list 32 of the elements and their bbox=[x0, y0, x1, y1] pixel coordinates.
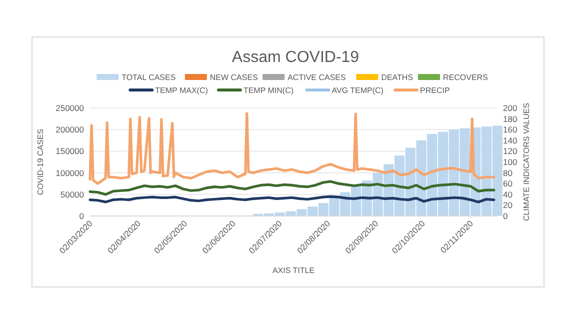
line-series bbox=[88, 180, 496, 196]
y2-tick-label: 60 bbox=[503, 178, 513, 189]
legend-label: PRECIP bbox=[420, 86, 450, 95]
y-tick-label: 100000 bbox=[56, 168, 84, 178]
y-tick-label: 250000 bbox=[56, 102, 84, 113]
y2-tick-label: 160 bbox=[503, 124, 518, 135]
y2-tick-label: 100 bbox=[503, 156, 518, 167]
line-series bbox=[88, 112, 496, 185]
legend-label: NEW CASES bbox=[210, 72, 258, 82]
legend-label: ACTIVE CASES bbox=[288, 72, 346, 82]
chart-title: Assam COVID-19 bbox=[232, 49, 360, 66]
legend-label: TEMP MIN(C) bbox=[243, 86, 294, 95]
y2-tick-label: 140 bbox=[503, 135, 518, 146]
x-axis-title: AXIS TITLE bbox=[272, 266, 315, 275]
legend-label: DEATHS bbox=[381, 72, 414, 82]
y-tick-label: 200000 bbox=[56, 124, 84, 135]
y2-tick-label: 180 bbox=[503, 114, 518, 124]
y-axis-title: COVID-19 CASES bbox=[36, 128, 45, 196]
y2-tick-label: 40 bbox=[503, 189, 513, 200]
y2-tick-label: 20 bbox=[503, 200, 513, 210]
y2-axis-title: CLIMATE INDICATORS VALUES bbox=[522, 102, 531, 222]
legend-label: TOTAL CASES bbox=[122, 72, 176, 82]
y-tick-label: 150000 bbox=[56, 146, 84, 156]
y-tick-label: 50000 bbox=[60, 189, 84, 200]
legend-label: RECOVERS bbox=[443, 72, 488, 82]
y2-tick-label: 200 bbox=[503, 102, 518, 113]
y2-tick-label: 80 bbox=[503, 168, 513, 178]
y2-tick-label: 0 bbox=[503, 210, 508, 221]
y2-tick-label: 120 bbox=[503, 146, 518, 156]
legend-label: AVG TEMP(C) bbox=[332, 86, 384, 95]
legend-label: TEMP MAX(C) bbox=[155, 86, 208, 95]
y-tick-label: 0 bbox=[79, 210, 84, 221]
